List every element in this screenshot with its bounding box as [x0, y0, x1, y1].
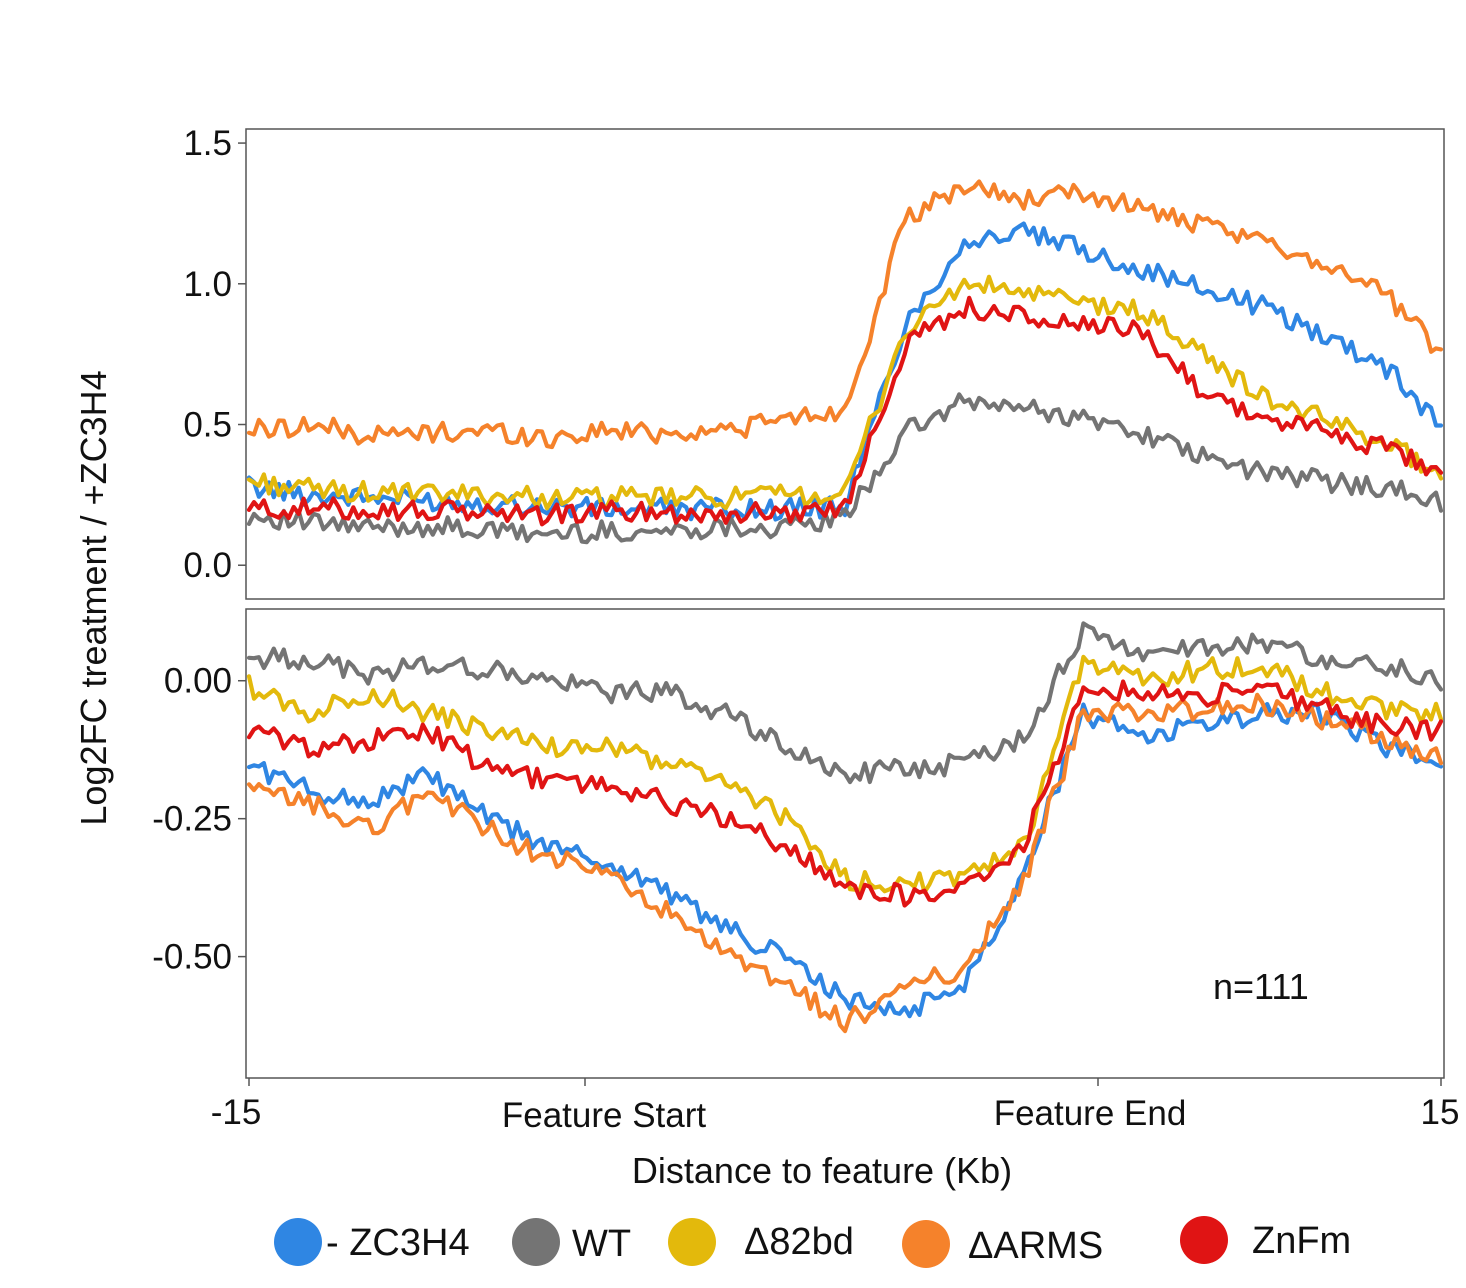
legend-swatch-wt: [512, 1218, 560, 1266]
top-panel: 0.0 0.5 1.0 1.5: [183, 124, 1445, 600]
sample-count-annotation: n=111: [1213, 966, 1309, 1007]
bottom-panel: -0.50 -0.25 0.00 n=111: [152, 608, 1445, 1079]
x-tick-label: 15: [1421, 1093, 1460, 1132]
y-tick-label: 0.5: [183, 406, 232, 445]
bottom-panel-frame: [245, 608, 1445, 1079]
top-panel-frame: [245, 128, 1445, 600]
y-axis-title: Log2FC treatment / +ZC3H4: [73, 370, 114, 825]
legend-label-znfm: ZnFm: [1252, 1220, 1351, 1262]
series-line-znfm-bottom: [246, 679, 1444, 908]
series-line-wt-top: [246, 392, 1444, 545]
legend-label-wt: WT: [572, 1223, 631, 1265]
x-tick-label: Feature Start: [502, 1096, 707, 1135]
x-tick-label: Feature End: [994, 1094, 1187, 1133]
series-line-arms-bottom: [246, 692, 1444, 1034]
bottom-panel-y-ticks: -0.50 -0.25 0.00: [152, 662, 246, 977]
legend-label-darms: ΔARMS: [968, 1225, 1103, 1267]
series-line-82bd-bottom: [246, 654, 1444, 895]
x-tick-label: -15: [211, 1093, 262, 1132]
series-line-znfm-top: [246, 295, 1444, 527]
legend: - ZC3H4 WT Δ82bd ΔARMS ZnFm: [274, 1216, 1351, 1268]
y-tick-label: 0.00: [164, 662, 232, 701]
legend-swatch-d82bd: [668, 1218, 716, 1266]
x-axis-title: Distance to feature (Kb): [632, 1150, 1012, 1191]
x-axis: -15 Feature Start Feature End 15: [211, 1078, 1460, 1135]
legend-swatch-znfm: [1180, 1216, 1228, 1264]
bottom-panel-series: [246, 621, 1444, 1034]
series-line-82bd-top: [246, 274, 1444, 511]
series-line-arms-top: [246, 179, 1444, 450]
y-tick-label: 1.0: [183, 265, 232, 304]
y-tick-label: 1.5: [183, 124, 232, 163]
top-panel-series: [246, 179, 1444, 545]
y-tick-label: -0.50: [152, 938, 232, 977]
legend-swatch-darms: [902, 1220, 950, 1268]
y-tick-label: 0.0: [183, 546, 232, 585]
top-panel-y-ticks: 0.0 0.5 1.0 1.5: [183, 124, 246, 585]
legend-label-d82bd: Δ82bd: [744, 1221, 854, 1263]
y-tick-label: -0.25: [152, 800, 232, 839]
legend-swatch-zc3h4-depleted: [274, 1218, 322, 1266]
legend-label-zc3h4-depleted: - ZC3H4: [326, 1222, 470, 1264]
series-line-zc3h4-bottom: [246, 701, 1444, 1019]
series-line-wt-bottom: [246, 621, 1444, 785]
